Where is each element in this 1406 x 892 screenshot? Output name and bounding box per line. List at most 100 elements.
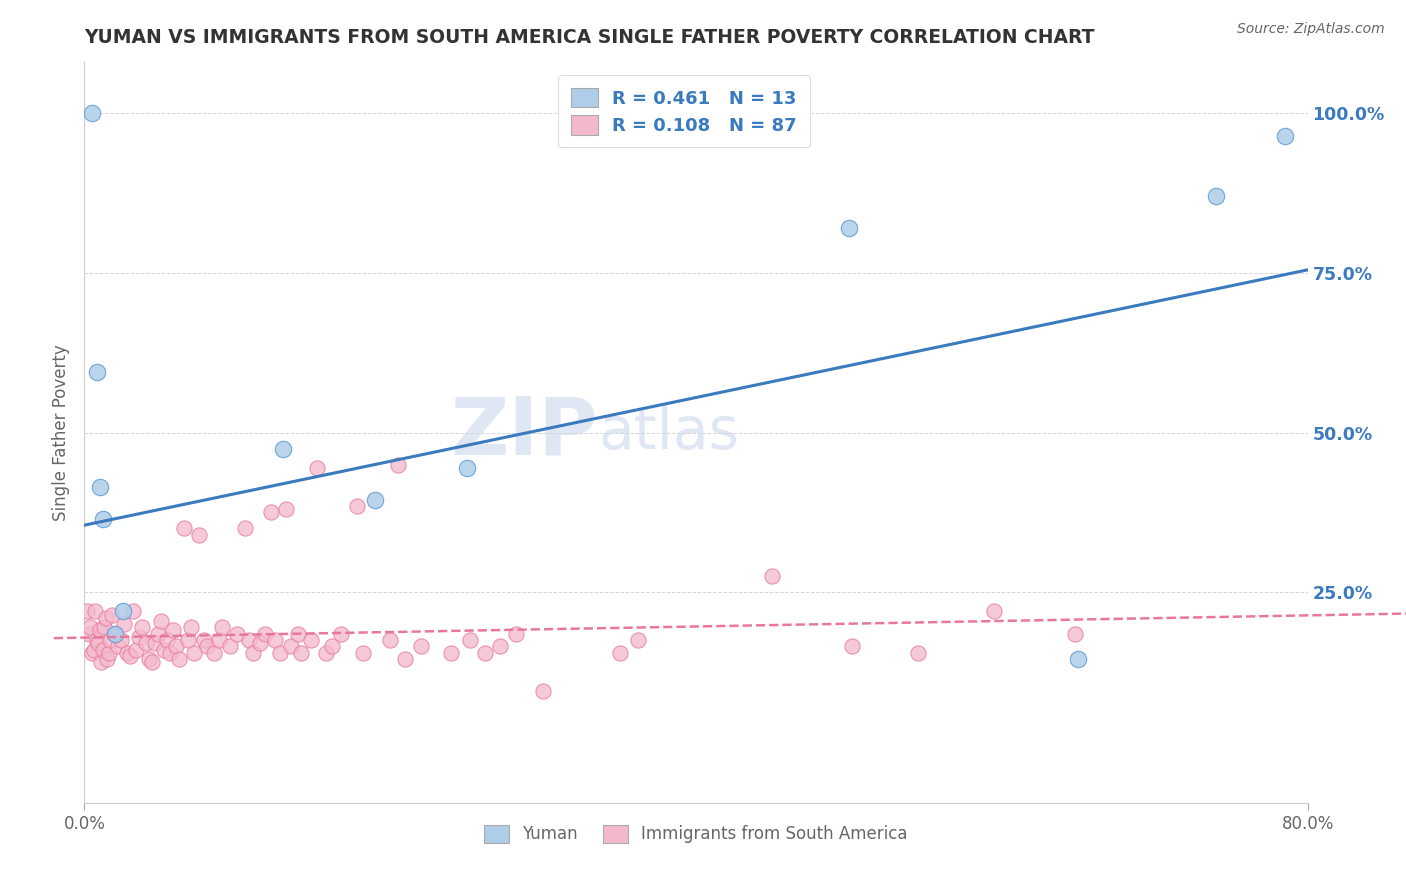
Point [141,656,163,670]
Point [104,626,127,640]
Point [156,633,179,648]
Point [260,505,283,519]
Text: Source: ZipAtlas.com: Source: ZipAtlas.com [1237,22,1385,37]
Point [233,521,256,535]
Point [290,646,312,660]
Point [77,626,100,640]
Point [120,648,142,663]
Point [167,652,190,666]
Point [458,633,481,648]
Point [1067,652,1090,666]
Point [86,365,108,379]
Point [80,646,103,660]
Point [305,460,328,475]
Point [761,569,783,583]
Point [394,652,416,666]
Point [380,633,402,648]
Point [983,604,1005,618]
Point [609,646,631,660]
Point [456,460,478,475]
Point [188,527,211,541]
Point [321,640,343,654]
Point [76,604,98,618]
Point [276,502,298,516]
Point [211,620,233,634]
Point [269,646,291,660]
Point [838,221,860,235]
Point [110,633,132,648]
Point [98,633,121,648]
Point [180,620,202,634]
Point [271,442,294,456]
Point [387,458,409,472]
Point [183,646,205,660]
Point [208,633,231,648]
Point [218,640,240,654]
Point [146,626,169,640]
Point [165,640,187,654]
Point [153,642,176,657]
Point [627,633,650,648]
Point [162,624,184,638]
Point [249,636,271,650]
Point [409,640,432,654]
Text: ZIP: ZIP [451,393,598,472]
Point [330,626,353,640]
Point [253,626,276,640]
Point [159,646,181,660]
Point [91,642,114,657]
Point [97,646,120,660]
Point [238,633,260,648]
Point [107,640,129,654]
Point [96,652,118,666]
Legend: Yuman, Immigrants from South America: Yuman, Immigrants from South America [478,818,914,850]
Point [505,626,527,640]
Point [104,626,127,640]
Point [125,642,148,657]
Point [138,652,160,666]
Point [287,626,309,640]
Point [440,646,463,660]
Point [128,630,150,644]
Point [264,633,287,648]
Point [112,617,135,632]
Point [86,633,108,648]
Point [89,624,111,638]
Point [149,614,172,628]
Point [79,620,101,634]
Point [80,106,103,120]
Text: atlas: atlas [598,404,740,461]
Point [907,646,929,660]
Point [531,684,554,698]
Point [177,633,200,648]
Point [226,626,249,640]
Point [193,633,215,648]
Point [89,480,111,494]
Point [90,656,112,670]
Point [131,620,153,634]
Point [143,636,166,650]
Point [1064,626,1087,640]
Point [83,642,105,657]
Point [242,646,264,660]
Point [122,604,145,618]
Point [93,620,115,634]
Y-axis label: Single Father Poverty: Single Father Poverty [52,344,70,521]
Point [489,640,512,654]
Point [135,636,157,650]
Point [352,646,374,660]
Point [94,611,117,625]
Point [173,521,195,535]
Point [1205,189,1227,203]
Point [841,640,863,654]
Point [280,640,302,654]
Point [299,633,322,648]
Point [1274,128,1296,143]
Point [84,604,107,618]
Point [115,646,138,660]
Point [364,492,387,507]
Point [346,499,368,513]
Point [87,636,110,650]
Point [202,646,225,660]
Point [195,640,218,654]
